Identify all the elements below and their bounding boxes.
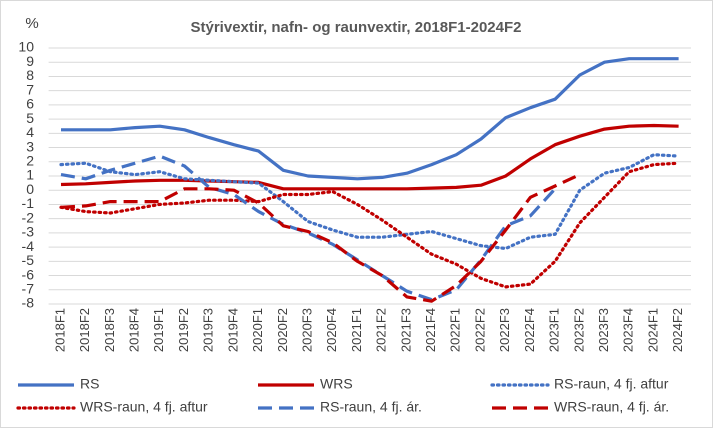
data-line xyxy=(60,173,581,303)
y-tick-label: -4 xyxy=(22,238,35,254)
y-axis-label: % xyxy=(25,15,38,32)
y-tick-label: 6 xyxy=(26,96,34,112)
x-tick-label: 2019F2 xyxy=(176,308,191,352)
x-tick-label: 2018F1 xyxy=(52,308,67,352)
x-tick-label: 2021F4 xyxy=(423,308,438,352)
data-line xyxy=(61,57,679,181)
y-tick-label: 0 xyxy=(26,181,34,197)
x-tick-label: 2019F4 xyxy=(225,308,240,352)
y-tick-label: 1 xyxy=(26,167,34,183)
x-tick-label: 2022F3 xyxy=(497,308,512,352)
x-tick-label: 2021F3 xyxy=(398,308,413,352)
y-tick-label: -5 xyxy=(22,252,35,268)
y-tick-label: 5 xyxy=(26,110,34,126)
x-tick-label: 2020F3 xyxy=(299,308,314,352)
y-tick-label: -8 xyxy=(22,295,35,311)
x-tick-label: 2020F1 xyxy=(250,308,265,352)
x-tick-label: 2020F4 xyxy=(324,308,339,352)
x-tick-label: 2023F2 xyxy=(571,308,586,352)
y-tick-label: -6 xyxy=(22,266,35,282)
x-tick-label: 2024F1 xyxy=(645,308,660,352)
x-tick-label: 2018F2 xyxy=(77,308,92,352)
x-tick-label: 2018F3 xyxy=(102,308,117,352)
data-line xyxy=(60,123,679,191)
legend-label: WRS-raun, 4 fj. aftur xyxy=(80,399,208,415)
y-tick-label: -2 xyxy=(22,209,35,225)
y-tick-label: 8 xyxy=(26,67,34,83)
x-tick-label: 2019F1 xyxy=(151,308,166,352)
x-tick-label: 2018F4 xyxy=(127,308,142,352)
legend-label: RS xyxy=(80,376,99,392)
x-tick-label: 2022F1 xyxy=(448,308,463,352)
x-tick-label: 2023F1 xyxy=(547,308,562,352)
y-tick-label: 10 xyxy=(18,39,34,55)
y-tick-label: 2 xyxy=(26,152,34,168)
data-line xyxy=(59,161,681,289)
legend-label: RS-raun, 4 fj. ár. xyxy=(320,399,422,415)
legend-label: RS-raun, 4 fj. aftur xyxy=(554,376,669,392)
x-tick-label: 2024F2 xyxy=(670,308,685,352)
y-tick-label: 9 xyxy=(26,53,34,69)
x-tick-label: 2021F2 xyxy=(374,308,389,352)
x-tick-label: 2023F4 xyxy=(621,308,636,352)
y-tick-label: 3 xyxy=(26,138,34,154)
x-tick-label: 2023F3 xyxy=(596,308,611,352)
data-line xyxy=(60,154,557,302)
y-tick-label: -7 xyxy=(22,280,35,296)
x-tick-label: 2021F1 xyxy=(349,308,364,352)
chart-title: Stýrivextir, nafn- og raunvextir, 2018F1… xyxy=(191,19,522,36)
x-tick-label: 2022F4 xyxy=(522,308,537,352)
x-tick-label: 2020F2 xyxy=(275,308,290,352)
x-tick-label: 2019F3 xyxy=(201,308,216,352)
legend-label: WRS xyxy=(320,376,353,392)
data-line xyxy=(59,153,681,251)
x-tick-label: 2022F2 xyxy=(472,308,487,352)
legend-label: WRS-raun, 4 fj. ár. xyxy=(554,399,669,415)
y-tick-label: 7 xyxy=(26,81,34,97)
y-tick-label: 4 xyxy=(26,124,34,140)
y-tick-label: -1 xyxy=(22,195,35,211)
y-tick-label: -3 xyxy=(22,224,35,240)
